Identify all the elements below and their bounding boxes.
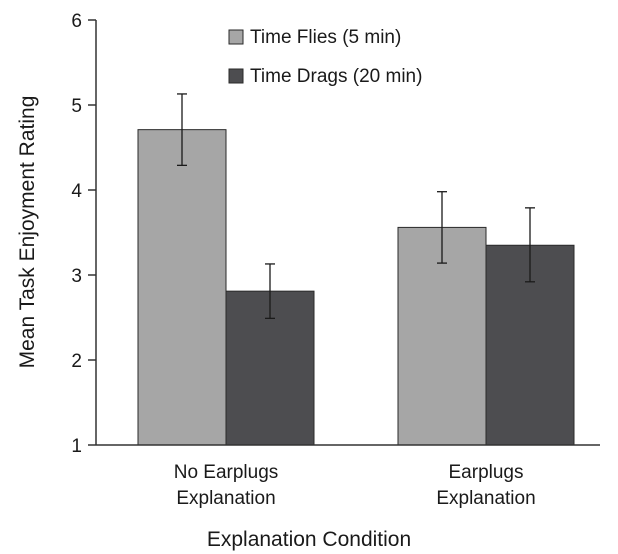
legend-label-time-drags: Time Drags (20 min) [250, 66, 422, 87]
y-tick-label: 6 [71, 11, 82, 32]
y-tick-label: 5 [71, 96, 82, 117]
x-category-label: No Earplugs [174, 462, 279, 483]
x-category-label: Explanation [176, 488, 275, 509]
error-bars-layer [177, 93, 535, 320]
bars-layer [137, 129, 575, 446]
y-tick-label: 2 [71, 351, 82, 372]
legend: Time Flies (5 min) Time Drags (20 min) [228, 27, 422, 87]
legend-label-time-flies: Time Flies (5 min) [250, 27, 401, 48]
legend-swatch-time-drags [228, 68, 244, 84]
y-tick-label: 4 [71, 181, 82, 202]
y-tick-label: 3 [71, 266, 82, 287]
x-category-label: Explanation [436, 488, 535, 509]
legend-swatch-time-flies [228, 29, 244, 45]
y-tick-label: 1 [71, 436, 82, 457]
bar-time-flies-no-earplugs [137, 129, 227, 446]
category-labels-layer: No Earplugs Explanation Earplugs Explanatio… [174, 462, 536, 509]
axes-layer [95, 20, 600, 446]
y-ticks-layer: 1 2 3 4 5 6 [71, 11, 96, 457]
y-axis-title: Mean Task Enjoyment Rating [16, 96, 39, 369]
x-category-label: Earplugs [449, 462, 524, 483]
x-axis-title: Explanation Condition [207, 528, 411, 551]
